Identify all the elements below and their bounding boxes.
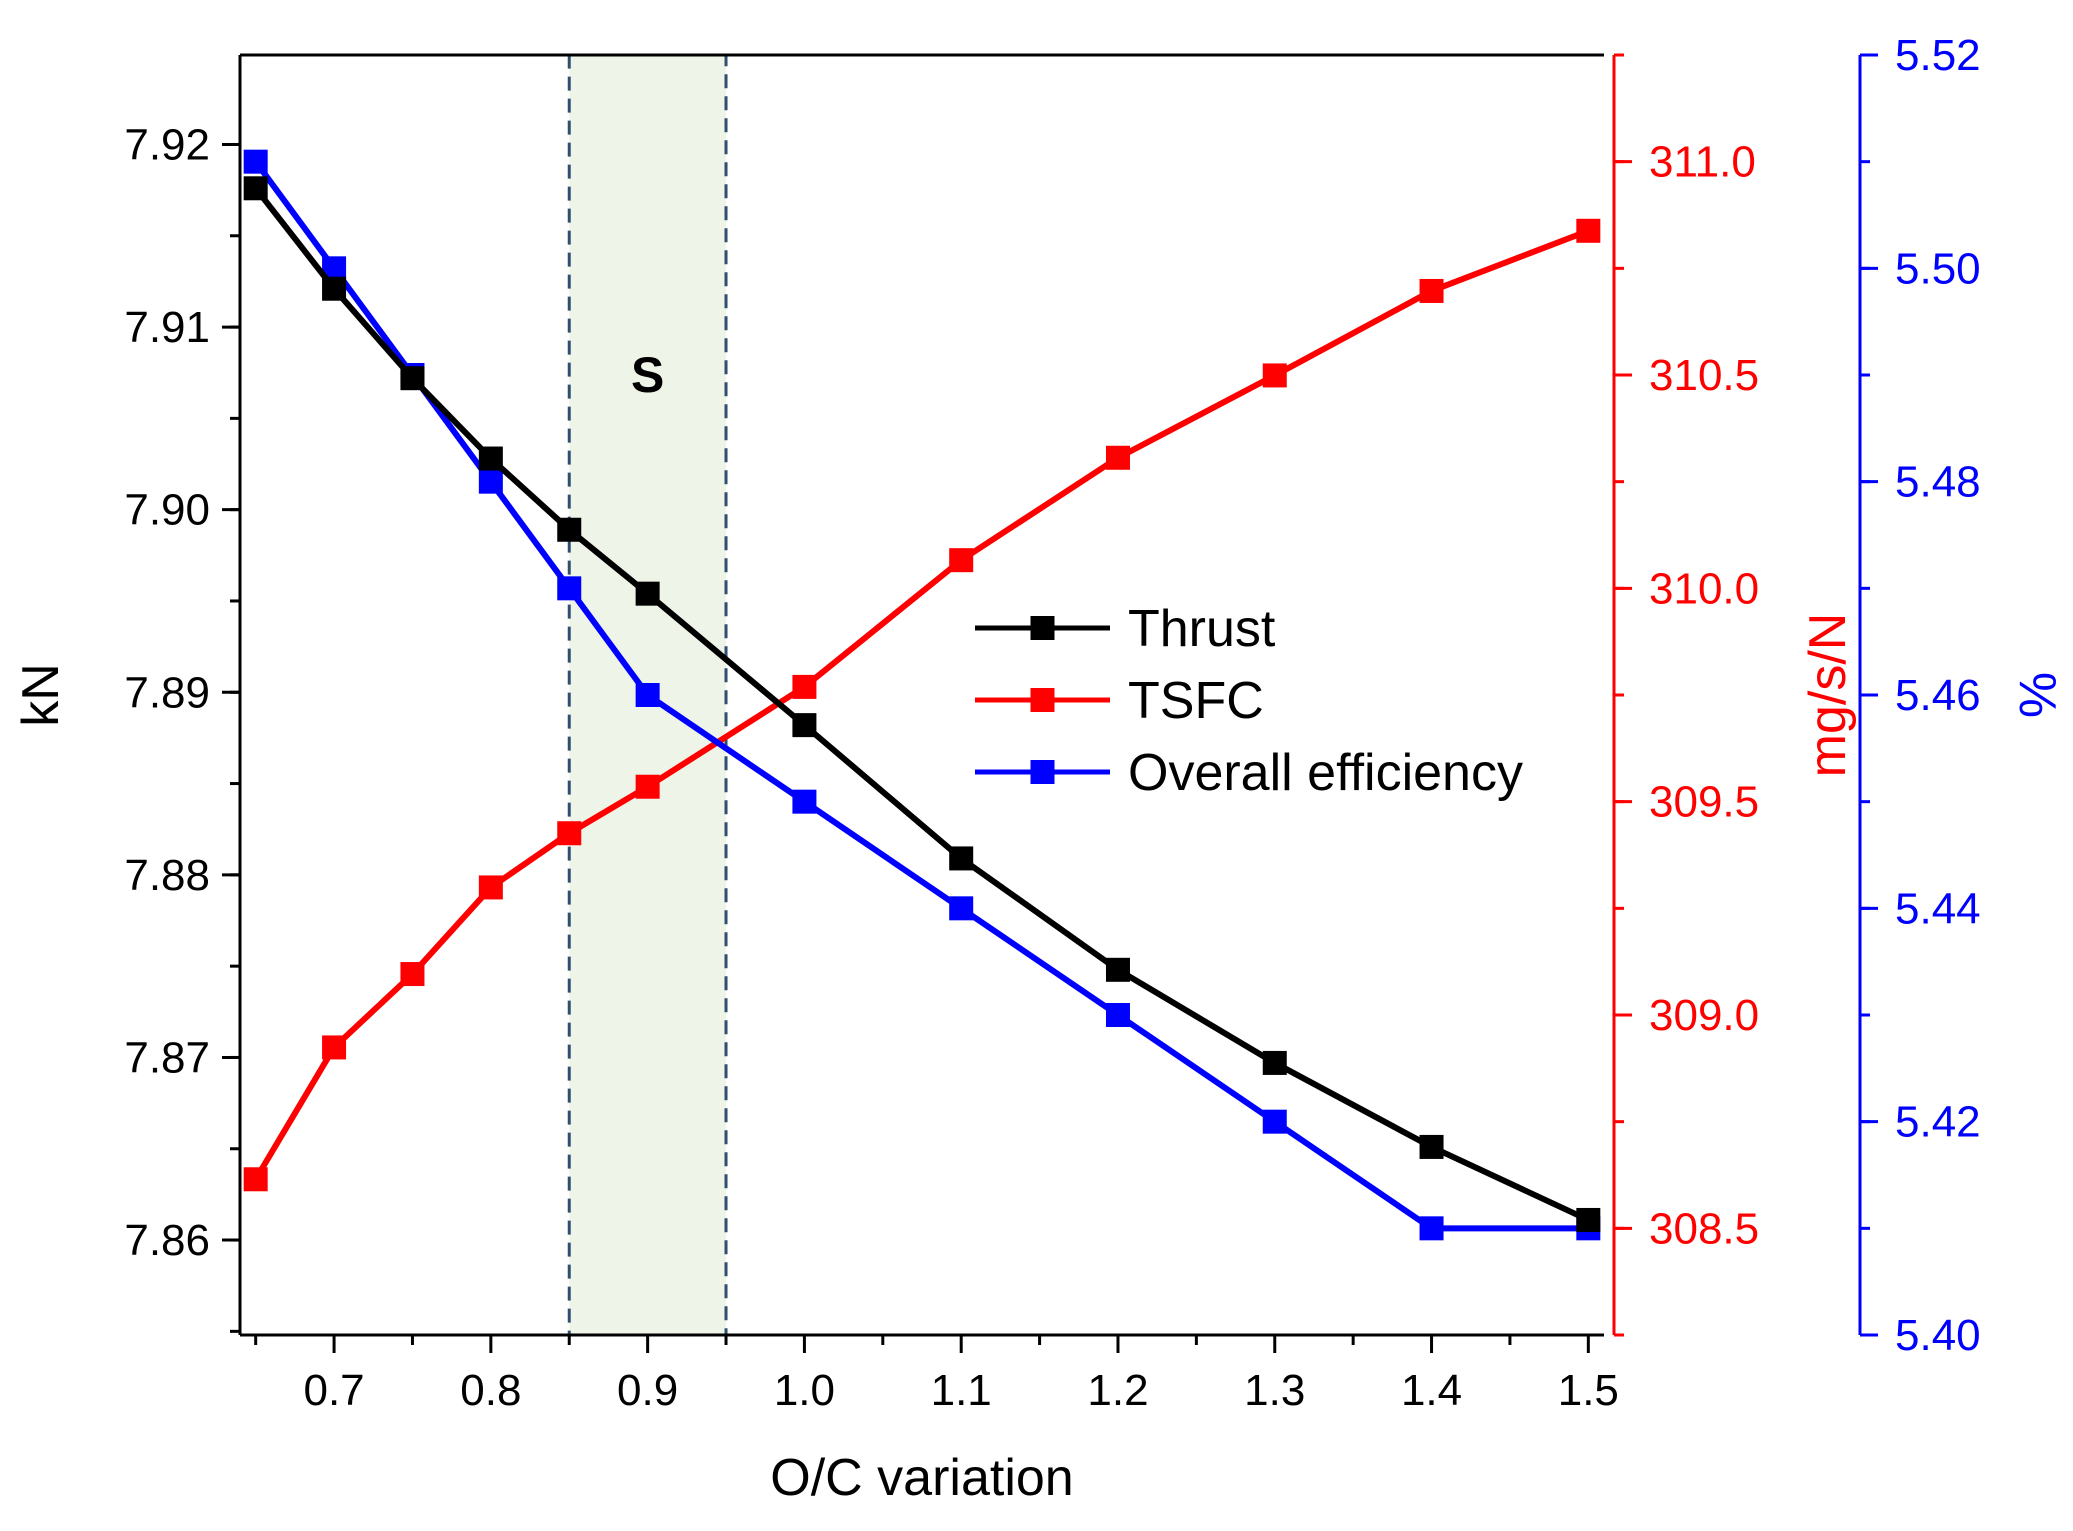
data-point-tsfc	[557, 821, 582, 846]
legend-marker-overall-efficiency	[1030, 760, 1055, 784]
data-point-tsfc	[949, 548, 974, 573]
data-point-thrust	[557, 517, 582, 542]
series-lines	[243, 149, 1601, 1241]
left-axis-tick-label: 7.89	[124, 668, 210, 717]
data-point-thrust	[322, 276, 347, 301]
data-point-tsfc	[1262, 363, 1287, 388]
x-tick-label: 1.0	[774, 1366, 835, 1415]
x-tick-label: 1.2	[1087, 1366, 1148, 1415]
data-point-overall-efficiency	[1262, 1109, 1287, 1134]
right2-axis-tick-label: 5.42	[1895, 1098, 1981, 1147]
data-point-thrust	[1262, 1050, 1287, 1075]
legend-marker-tsfc	[1030, 688, 1055, 712]
series-line-thrust	[253, 186, 1590, 1223]
right2-axis-tick-label: 5.44	[1895, 884, 1981, 933]
legend-label-tsfc: TSFC	[1128, 672, 1264, 730]
right-axis-ticks: 308.5 309.0 309.5 310.0 310.5 311.0	[1614, 53, 1759, 1337]
series-line-tsfc	[253, 227, 1590, 1181]
x-tick-label: 0.9	[617, 1366, 678, 1415]
x-tick-label: 1.4	[1401, 1366, 1462, 1415]
x-tick-label: 0.7	[303, 1366, 364, 1415]
x-axis-ticks: 0.7 0.8 0.9 1.0 1.1 1.2 1.3 1.4 1.5	[254, 1335, 1619, 1415]
data-point-tsfc	[322, 1035, 347, 1060]
data-point-thrust	[949, 846, 974, 871]
data-point-tsfc	[478, 875, 503, 900]
data-point-overall-efficiency	[478, 469, 503, 494]
right2-axis-tick-label: 5.40	[1895, 1311, 1981, 1360]
right-axis-tick-label: 310.0	[1649, 564, 1759, 613]
data-point-tsfc	[1105, 445, 1130, 470]
right-axis-tick-label: 308.5	[1649, 1204, 1759, 1253]
data-point-tsfc	[1576, 218, 1601, 243]
data-point-thrust	[635, 581, 660, 606]
data-point-tsfc	[792, 674, 817, 699]
right2-axis-ticks: 5.40 5.42 5.44 5.46 5.48 5.50 5.52	[1860, 31, 1981, 1360]
right-axis-tick-label: 309.5	[1649, 778, 1759, 827]
left-axis-tick-label: 7.92	[124, 120, 210, 169]
data-point-tsfc	[635, 774, 660, 799]
right-axis-tick-label: 311.0	[1649, 138, 1756, 187]
left-axis-tick-label: 7.90	[124, 486, 210, 535]
left-axis-ticks: 7.86 7.87 7.88 7.89 7.90 7.91 7.92	[124, 120, 240, 1333]
right2-axis-tick-label: 5.48	[1895, 458, 1981, 507]
data-point-overall-efficiency	[792, 789, 817, 814]
highlight-region-label: S	[631, 347, 664, 403]
data-point-overall-efficiency	[557, 576, 582, 601]
data-point-tsfc	[400, 962, 425, 987]
data-point-tsfc	[243, 1167, 268, 1192]
left-axis-tick-label: 7.86	[124, 1216, 210, 1265]
data-point-thrust	[1105, 957, 1130, 982]
data-point-overall-efficiency	[1105, 1003, 1130, 1027]
legend-item-tsfc: TSFC	[975, 672, 1264, 730]
right2-axis-title: %	[2008, 672, 2066, 718]
data-point-overall-efficiency	[1419, 1216, 1444, 1241]
left-axis-tick-label: 7.91	[124, 303, 210, 352]
legend-label-overall-efficiency: Overall efficiency	[1128, 744, 1523, 802]
x-tick-label: 1.1	[931, 1366, 992, 1415]
right2-axis-tick-label: 5.50	[1895, 244, 1981, 293]
right-axis-tick-label: 310.5	[1649, 351, 1759, 400]
legend-item-thrust: Thrust	[975, 600, 1276, 658]
right2-axis-tick-label: 5.46	[1895, 671, 1981, 720]
data-point-overall-efficiency	[243, 149, 268, 174]
right-axis-title: mg/s/N	[1799, 613, 1857, 778]
data-point-thrust	[400, 366, 425, 391]
data-point-thrust	[478, 446, 503, 471]
left-axis-tick-label: 7.87	[124, 1033, 210, 1082]
data-point-overall-efficiency	[635, 683, 660, 707]
left-axis-title: kN	[12, 663, 70, 727]
right-axis-tick-label: 309.0	[1649, 991, 1759, 1040]
legend-label-thrust: Thrust	[1128, 600, 1276, 658]
x-tick-label: 1.5	[1558, 1366, 1619, 1415]
series-line-overall-efficiency	[253, 159, 1589, 1232]
x-axis-title: O/C variation	[770, 1449, 1073, 1507]
data-point-overall-efficiency	[949, 896, 974, 921]
left-axis-tick-label: 7.88	[124, 851, 210, 900]
data-point-tsfc	[1419, 278, 1444, 303]
legend-item-overall-efficiency: Overall efficiency	[975, 744, 1523, 802]
right2-axis-tick-label: 5.52	[1895, 31, 1981, 80]
x-tick-label: 1.3	[1244, 1366, 1305, 1415]
data-point-thrust	[792, 713, 817, 738]
data-point-thrust	[1576, 1207, 1601, 1232]
data-point-thrust	[243, 176, 268, 201]
x-tick-label: 0.8	[460, 1366, 521, 1415]
data-point-thrust	[1419, 1134, 1444, 1159]
legend: Thrust TSFC Overall efficiency	[975, 600, 1523, 802]
legend-marker-thrust	[1030, 616, 1055, 640]
